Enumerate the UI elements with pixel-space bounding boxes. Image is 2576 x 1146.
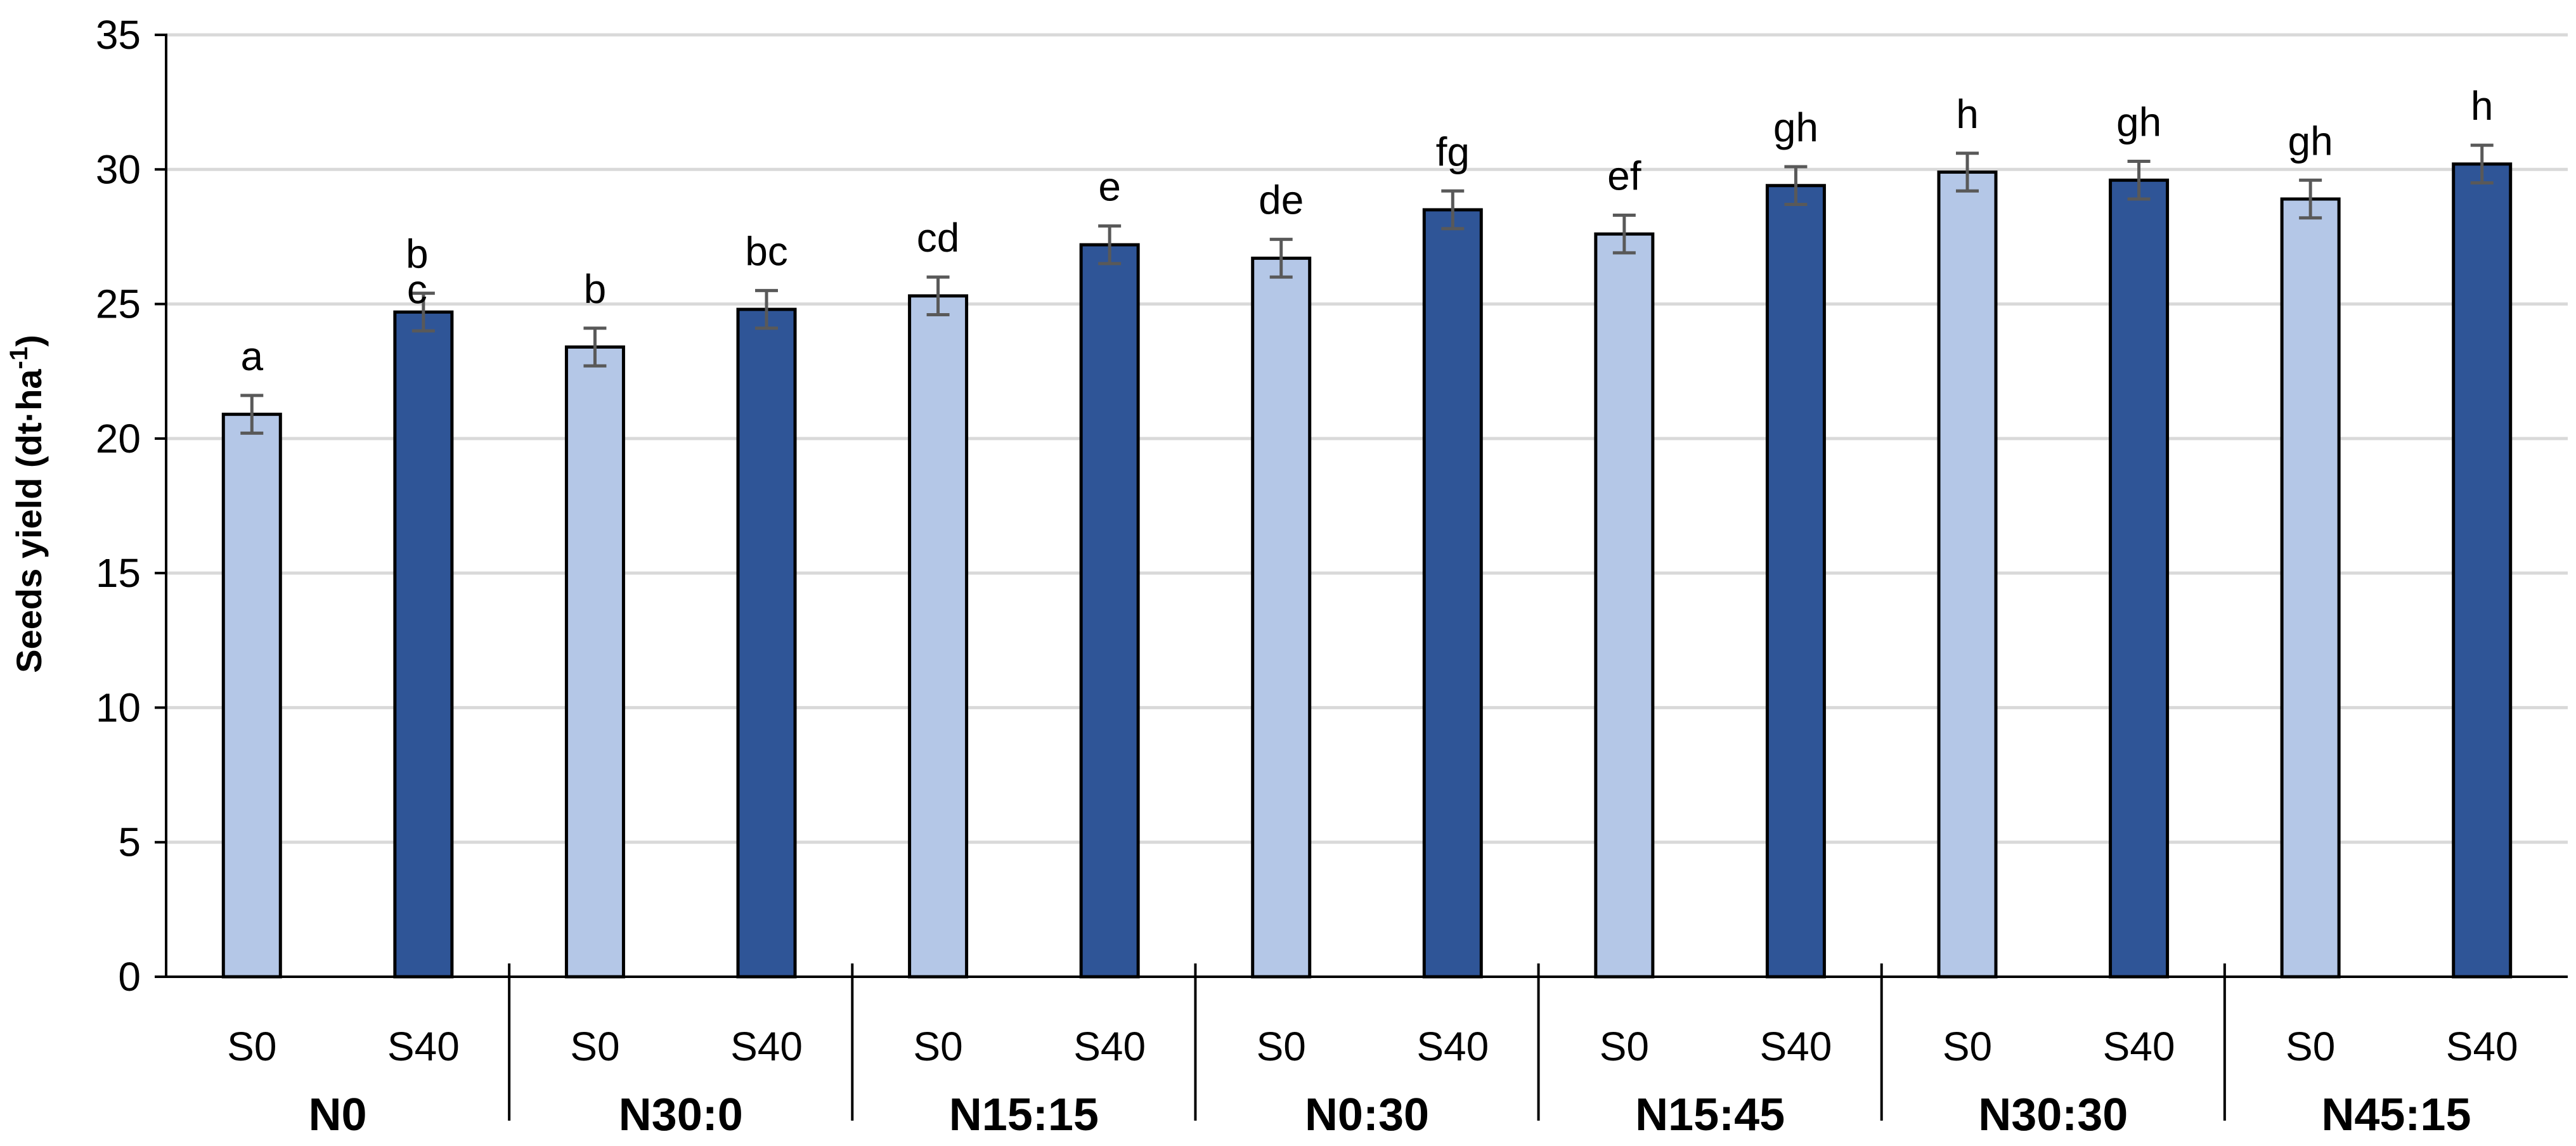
bar-s40-n0-30 [1422, 208, 1483, 979]
bar-s0-n30-0 [564, 345, 625, 979]
bar-s0-n15-45 [1594, 232, 1655, 979]
significance-letter: c [407, 267, 427, 312]
group-label: N30:30 [1978, 1090, 2128, 1140]
bar-s40-n0 [393, 310, 454, 979]
x-tick-label: S0 [570, 1024, 619, 1069]
group-label: N45:15 [2321, 1090, 2471, 1140]
y-tick-label: 15 [96, 550, 141, 596]
x-tick-label: S40 [2446, 1024, 2518, 1069]
group-label: N0:30 [1305, 1090, 1429, 1140]
group-label: N15:15 [949, 1090, 1099, 1140]
x-tick-label: S40 [387, 1024, 460, 1069]
bar-s0-n15-15 [908, 294, 969, 979]
significance-letter: h [1956, 91, 1979, 137]
x-tick-label: S0 [1257, 1024, 1306, 1069]
group-label: N0 [309, 1090, 367, 1140]
bar-s40-n30-30 [2109, 178, 2170, 979]
x-tick-label: S0 [2286, 1024, 2335, 1069]
significance-letter: gh [1773, 105, 1818, 150]
y-tick-labels: 0 5 10 15 20 25 30 35 [96, 12, 141, 1000]
x-tick-label: S40 [730, 1024, 803, 1069]
significance-letter: h [2471, 83, 2494, 129]
gridlines [166, 33, 2568, 844]
bar-s40-n45-15 [2452, 162, 2513, 979]
bar-s40-n15-45 [1765, 184, 1826, 979]
significance-letter: gh [2116, 100, 2161, 145]
x-tick-label: S40 [1759, 1024, 1832, 1069]
y-axis-label: Seeds yield (dt·ha-1) [5, 335, 49, 673]
y-tick-label: 20 [96, 416, 141, 461]
y-tick-label: 0 [118, 954, 141, 1000]
significance-letter: de [1259, 177, 1304, 223]
group-label: N30:0 [619, 1090, 743, 1140]
y-tick-label: 25 [96, 281, 141, 327]
y-tick-label: 30 [96, 146, 141, 192]
error-bars [240, 143, 2494, 435]
significance-letter: cd [917, 215, 960, 261]
x-tick-label: S40 [2103, 1024, 2175, 1069]
axes [155, 34, 2568, 1121]
bar-s40-n30-0 [736, 307, 797, 979]
y-tick-label: 5 [118, 820, 141, 865]
significance-letter: ef [1607, 153, 1641, 198]
x-tick-label: S0 [913, 1024, 962, 1069]
x-category-labels: S0 S40 S0 S40 S0 S40 S0 S40 S0 S40 S0 S40 S0 S40 [227, 1024, 2518, 1069]
significance-letter: b [406, 231, 429, 277]
x-tick-label: S0 [1600, 1024, 1649, 1069]
significance-letter: fg [1436, 129, 1470, 174]
bar-s0-n30-30 [1937, 171, 1998, 979]
y-tick-label: 10 [96, 685, 141, 730]
significance-letter: gh [2288, 118, 2333, 164]
bar-s0-n45-15 [2280, 197, 2341, 979]
x-tick-label: S0 [1943, 1024, 1992, 1069]
significance-letter: b [584, 266, 607, 312]
x-tick-label: S0 [227, 1024, 276, 1069]
significance-letter: a [240, 333, 263, 379]
x-tick-label: S40 [1416, 1024, 1489, 1069]
bar-s40-n15-15 [1079, 243, 1140, 979]
bar-s0-n0 [221, 413, 282, 979]
x-tick-label: S40 [1073, 1024, 1146, 1069]
bars [221, 162, 2513, 979]
group-label: N15:45 [1635, 1090, 1785, 1140]
group-labels: N0 N30:0 N15:15 N0:30 N15:45 N30:30 N45:15 [309, 1090, 2471, 1140]
significance-letter: e [1098, 164, 1121, 209]
significance-letter: bc [745, 228, 788, 274]
y-tick-label: 35 [96, 12, 141, 58]
bar-s0-n0-30 [1251, 256, 1312, 979]
